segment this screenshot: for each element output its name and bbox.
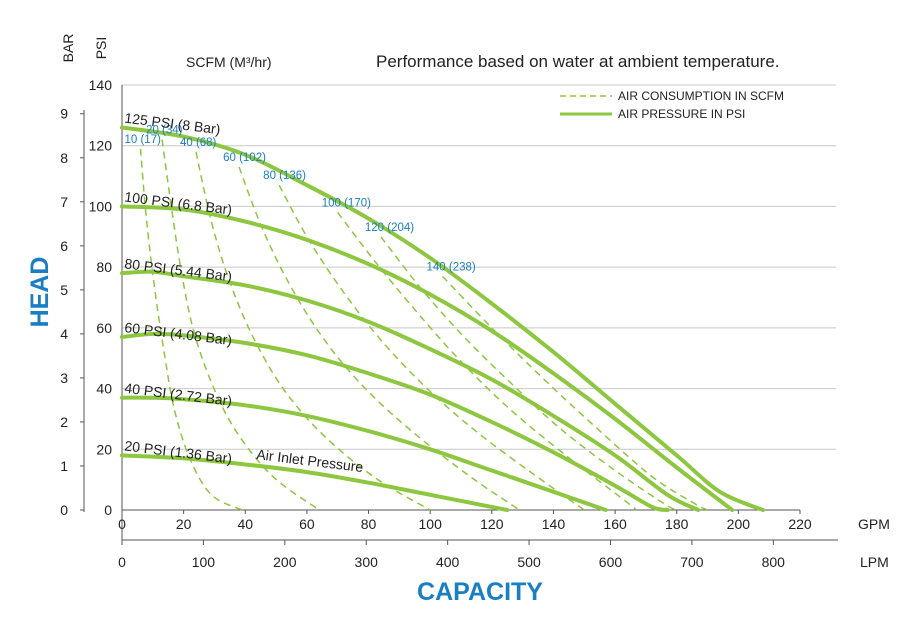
y-tick-psi: 80 [96, 259, 112, 275]
air-consumption-label: 120 (204) [365, 222, 414, 234]
air-consumption-label: 60 (102) [223, 152, 266, 164]
air-consumption-curve [195, 151, 431, 511]
y-tick-bar: 0 [60, 502, 68, 518]
air-consumption-label: 80 (136) [263, 170, 306, 182]
y-tick-psi: 0 [104, 502, 112, 518]
air-pressure-label: 100 PSI (6.8 Bar) [124, 189, 233, 218]
x-tick-lpm: 800 [762, 554, 786, 570]
scfm-label: SCFM (M³/hr) [186, 54, 272, 70]
air-consumption-curve [441, 275, 708, 511]
air-consumption-curve [139, 148, 243, 511]
y-tick-bar: 2 [60, 414, 68, 430]
air-consumption-curve [337, 212, 638, 511]
x-tick-gpm: 0 [118, 516, 126, 532]
air-pressure-label: 40 PSI (2.72 Bar) [124, 380, 233, 409]
x-tick-lpm: 0 [118, 554, 126, 570]
x-tick-gpm: 140 [542, 516, 566, 532]
x-tick-lpm: 200 [273, 554, 297, 570]
x-tick-lpm: 400 [436, 554, 460, 570]
x-tick-gpm: 60 [299, 516, 315, 532]
air-pressure-curve [120, 453, 510, 512]
air-pressure-curve [120, 331, 670, 512]
grid-lines [122, 84, 836, 450]
gpm-unit-label: GPM [858, 516, 890, 532]
legend: AIR CONSUMPTION IN SCFM AIR PRESSURE IN … [560, 89, 784, 121]
y-tick-psi: 100 [89, 198, 113, 214]
x-tick-lpm: 100 [192, 554, 216, 570]
x-tick-gpm: 120 [480, 516, 504, 532]
air-pressure-curve [120, 204, 735, 512]
y-tick-bar: 7 [60, 194, 68, 210]
y-tick-bar: 4 [60, 326, 68, 342]
air-consumption-curve [161, 139, 320, 511]
x-tick-lpm: 500 [517, 554, 541, 570]
y-tick-psi: 60 [96, 320, 112, 336]
legend-air-pressure: AIR PRESSURE IN PSI [618, 107, 745, 121]
air-consumption-curve [238, 166, 521, 511]
y-tick-bar: 6 [60, 238, 68, 254]
x-tick-gpm: 160 [603, 516, 627, 532]
air-pressure-label: 80 PSI (5.44 Bar) [124, 255, 233, 284]
y-tick-bar: 3 [60, 370, 68, 386]
lpm-unit-label: LPM [860, 554, 889, 570]
y-tick-bar: 1 [60, 458, 68, 474]
air-pressure-curve [120, 395, 608, 512]
y-tick-bar: 8 [60, 150, 68, 166]
x-axis-title: CAPACITY [417, 578, 543, 606]
axes [83, 85, 838, 541]
x-tick-gpm: 220 [788, 516, 812, 532]
legend-air-consumption: AIR CONSUMPTION IN SCFM [618, 89, 784, 103]
air-consumption-label: 10 (17) [124, 134, 161, 146]
air-consumption-label: 100 (170) [322, 198, 371, 210]
air-pressure-curve [120, 269, 701, 512]
x-tick-lpm: 300 [355, 554, 379, 570]
x-tick-gpm: 180 [665, 516, 689, 532]
x-tick-gpm: 100 [419, 516, 443, 532]
air-pressure-curve [120, 125, 765, 512]
air-pressure-label: 20 PSI (1.36 Bar) [124, 437, 233, 466]
x-tick-gpm: 20 [176, 516, 192, 532]
y-tick-psi: 120 [89, 138, 113, 154]
x-tick-lpm: 700 [680, 554, 704, 570]
y-axis-title: HEAD [26, 257, 54, 328]
y-tick-psi: 40 [96, 381, 112, 397]
tick-labels: 0 20 40 60 80 100 120 140 0 1 2 3 4 5 6 7 8 9 0 20 40 60 80 100… [60, 77, 812, 570]
y-tick-bar: 5 [60, 282, 68, 298]
y-tick-psi: 20 [96, 441, 112, 457]
air-consumption-curve [278, 184, 585, 511]
bar-unit-label: BAR [60, 34, 76, 63]
x-tick-gpm: 80 [361, 516, 377, 532]
air-consumption-label: 20 (34) [146, 125, 183, 137]
air-consumption-label: 40 (68) [180, 137, 217, 149]
chart-title: Performance based on water at ambient te… [376, 52, 780, 71]
psi-unit-label: PSI [93, 37, 109, 60]
air-pressure-label: 60 PSI (4.08 Bar) [124, 319, 233, 348]
air-consumption-label: 140 (238) [427, 261, 476, 273]
y-tick-bar: 9 [60, 106, 68, 122]
air-pressure-curves [120, 125, 765, 512]
x-tick-gpm: 40 [237, 516, 253, 532]
x-tick-lpm: 600 [599, 554, 623, 570]
y-tick-psi: 140 [89, 77, 113, 93]
x-tick-gpm: 200 [727, 516, 751, 532]
